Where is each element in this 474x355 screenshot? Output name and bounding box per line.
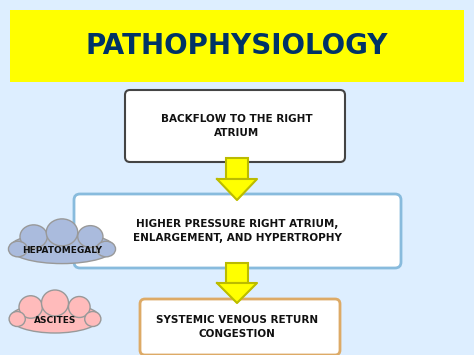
Ellipse shape <box>97 241 116 257</box>
Ellipse shape <box>85 311 101 327</box>
Ellipse shape <box>9 233 115 264</box>
Text: BACKFLOW TO THE RIGHT
ATRIUM: BACKFLOW TO THE RIGHT ATRIUM <box>161 114 313 138</box>
Text: PATHOPHYSIOLOGY: PATHOPHYSIOLOGY <box>86 32 388 60</box>
Ellipse shape <box>10 303 100 333</box>
FancyBboxPatch shape <box>125 90 345 162</box>
Ellipse shape <box>46 219 78 246</box>
FancyBboxPatch shape <box>74 194 401 268</box>
Polygon shape <box>217 179 257 200</box>
FancyBboxPatch shape <box>226 158 248 179</box>
Text: SYSTEMIC VENOUS RETURN
CONGESTION: SYSTEMIC VENOUS RETURN CONGESTION <box>156 315 318 339</box>
Ellipse shape <box>78 226 103 247</box>
Text: ASCITES: ASCITES <box>34 316 76 325</box>
Ellipse shape <box>19 296 42 318</box>
Ellipse shape <box>20 225 47 248</box>
Text: HEPATOMEGALY: HEPATOMEGALY <box>22 246 102 255</box>
Ellipse shape <box>9 311 25 327</box>
Ellipse shape <box>9 241 27 257</box>
FancyBboxPatch shape <box>10 10 464 82</box>
FancyBboxPatch shape <box>226 263 248 283</box>
Ellipse shape <box>42 290 69 316</box>
Ellipse shape <box>69 296 90 317</box>
Polygon shape <box>217 283 257 303</box>
Text: HIGHER PRESSURE RIGHT ATRIUM,
ENLARGEMENT, AND HYPERTROPHY: HIGHER PRESSURE RIGHT ATRIUM, ENLARGEMEN… <box>133 219 341 243</box>
FancyBboxPatch shape <box>140 299 340 355</box>
